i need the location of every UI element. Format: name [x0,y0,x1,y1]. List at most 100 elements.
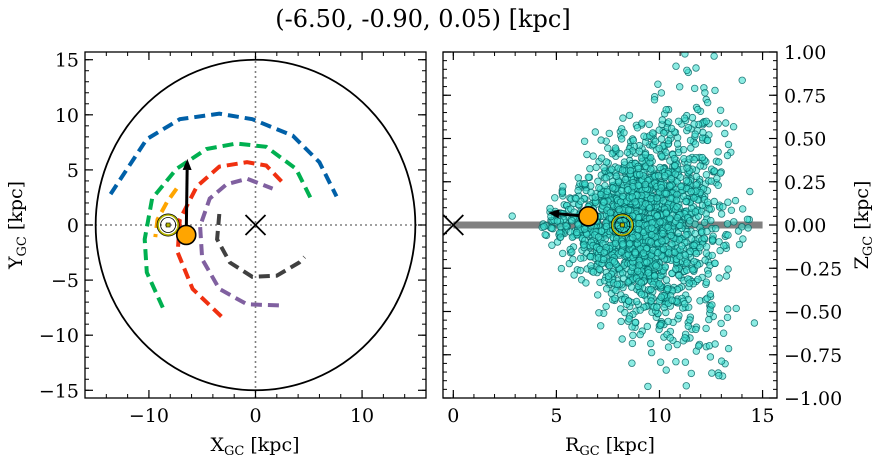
star-point [710,52,718,60]
star-point [617,317,625,326]
star-point [717,357,726,365]
star-point [586,164,594,173]
star-point [573,228,581,237]
star-point [681,251,689,259]
star-point [658,152,666,160]
star-point [730,218,738,226]
star-point [553,217,562,225]
star-point [604,144,612,152]
sun-ring [157,214,179,236]
star-point [627,283,636,291]
star-point [681,358,690,366]
star-point [720,242,728,250]
star-point [655,280,663,288]
star-point [680,114,689,122]
star-point [707,216,715,225]
star-point [604,272,613,280]
star-point [711,259,719,267]
y-tick-label: 1.00 [784,42,826,64]
star-point [612,172,621,180]
star-point [629,136,638,145]
star-point [595,184,603,192]
star-point [541,230,549,239]
star-point [634,181,643,189]
star-point [676,83,684,91]
star-point [648,224,656,232]
star-point [681,300,689,308]
star-point [721,129,729,138]
sun-outer-ring [610,213,634,237]
star-point [597,227,606,235]
star-point [685,279,693,287]
star-point [708,251,716,260]
sun-marker [610,213,634,237]
star-point [595,309,603,317]
star-point [581,225,589,233]
star-point [574,174,582,182]
spiral-arm-3 [198,176,279,308]
star-point [623,148,632,157]
star-point [600,198,608,206]
star-point [731,196,740,205]
star-point [706,290,714,298]
star-point [675,271,683,280]
star-point [684,123,692,132]
star-point [628,339,637,348]
star-point [637,290,646,298]
star-point [684,322,692,330]
star-point [618,335,626,343]
star-point [686,247,694,256]
star-point [708,301,716,309]
star-point [739,235,747,243]
star-point [647,339,655,348]
star-point [710,167,718,175]
star-point [644,269,652,277]
star-point [621,175,630,184]
star-point [666,214,674,222]
star-point [612,286,620,295]
star-point [658,237,666,245]
axes-frame [84,51,427,399]
star-point [703,136,712,145]
velocity-arrow-head [548,209,560,219]
star-point [634,225,643,234]
star-point [729,122,738,131]
star-point [686,217,694,225]
sun-center [165,222,171,228]
star-point [682,231,690,239]
star-point [605,129,613,138]
star-point [647,165,655,173]
star-point [602,222,611,231]
star-point [654,249,662,257]
star-point [724,140,733,149]
star-point [702,324,710,333]
galactic-center-x-marker [443,214,464,236]
star-point [664,343,673,351]
star-point [683,266,691,274]
x-tick-label: 10 [647,405,671,427]
star-point [668,240,676,248]
star-point [576,266,585,275]
star-point [644,382,652,391]
star-point [647,297,655,305]
star-point [584,173,593,181]
star-point [673,140,682,148]
star-point [692,249,701,258]
star-point [580,137,589,145]
star-point [574,186,582,195]
star-point [606,208,615,217]
star-point [655,144,663,153]
object-marker [578,206,599,227]
star-point [581,179,589,188]
star-point [662,276,671,284]
star-point [626,166,635,175]
star-point [587,188,595,197]
star-point [615,205,623,214]
star-point [681,52,689,58]
star-point [641,150,650,159]
object-marker [175,224,197,246]
star-point [719,203,727,211]
star-point [702,210,710,218]
star-point [620,158,629,166]
star-point [602,174,610,182]
